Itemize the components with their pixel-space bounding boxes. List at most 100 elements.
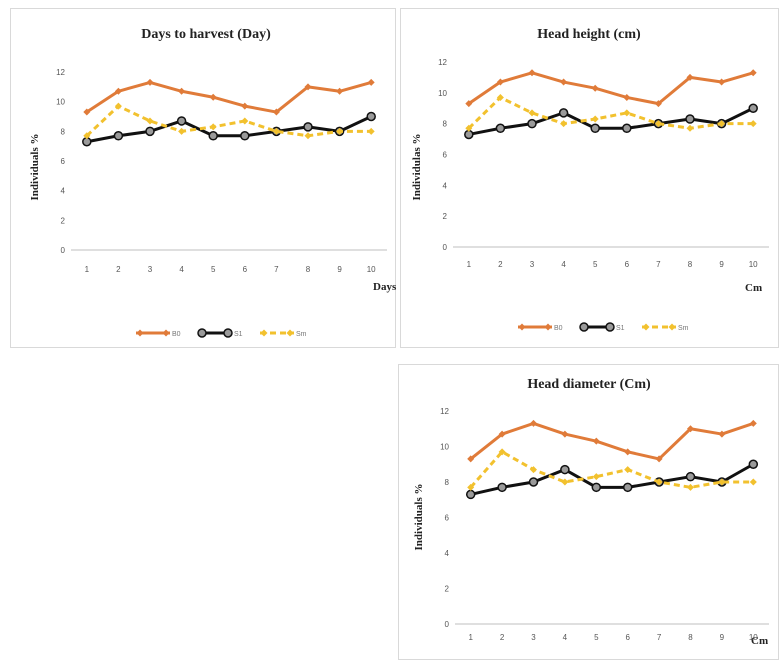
- data-point: [367, 78, 375, 86]
- y-tick-label: 8: [445, 478, 450, 487]
- x-tick-label: 7: [656, 260, 661, 269]
- y-tick-label: 10: [56, 98, 65, 107]
- series-line: [469, 450, 754, 489]
- data-point: [467, 483, 475, 491]
- x-tick-label: 1: [85, 265, 90, 274]
- x-tick-label: 5: [593, 260, 598, 269]
- x-tick-label: 8: [688, 633, 693, 642]
- data-point: [114, 87, 122, 95]
- data-point: [560, 464, 570, 475]
- x-tick-label: 9: [720, 633, 725, 642]
- data-point: [497, 482, 507, 493]
- legend-item: Sm: [260, 329, 307, 338]
- x-tick-label: 7: [274, 265, 279, 274]
- data-point: [642, 323, 650, 331]
- data-point: [303, 122, 313, 132]
- y-tick-label: 2: [443, 212, 448, 221]
- series-line: [85, 104, 372, 138]
- data-point: [530, 419, 537, 427]
- x-axis-label: Cm: [745, 282, 762, 294]
- data-point: [718, 78, 726, 86]
- data-point: [178, 127, 186, 135]
- x-tick-label: 4: [561, 260, 566, 269]
- data-point: [624, 448, 632, 456]
- data-point: [272, 108, 280, 116]
- x-tick-label: 1: [468, 633, 473, 642]
- y-tick-label: 6: [61, 157, 66, 166]
- y-axis-label: Individuals %: [29, 134, 41, 201]
- series-b0: [467, 419, 757, 463]
- x-axis-label: Days: [373, 281, 397, 293]
- data-point: [136, 329, 144, 337]
- data-point: [336, 127, 344, 135]
- data-point: [114, 102, 122, 110]
- data-point: [591, 482, 602, 493]
- y-axis-label: Individuals %: [413, 484, 425, 551]
- legend-item: B0: [136, 329, 181, 338]
- y-tick-label: 4: [445, 549, 450, 558]
- data-point: [718, 430, 726, 438]
- data-point: [560, 78, 568, 86]
- series-line: [467, 71, 754, 106]
- data-point: [241, 117, 249, 125]
- data-point: [592, 473, 600, 481]
- data-point: [528, 477, 539, 487]
- data-point: [687, 425, 694, 433]
- data-point: [749, 419, 757, 427]
- chart-title: Days to harvest (Day): [141, 27, 271, 42]
- data-point: [623, 109, 631, 117]
- data-point: [146, 117, 154, 125]
- data-point: [591, 84, 599, 92]
- data-point: [528, 69, 536, 77]
- chart-panel-head-diameter: Head diameter (Cm) Individuals % Cm 0 2 4 6…: [398, 364, 779, 660]
- x-tick-label: 9: [337, 265, 342, 274]
- legend-label: S1: [234, 331, 243, 338]
- data-point: [498, 448, 506, 456]
- legend-label: B0: [172, 331, 181, 338]
- data-point: [668, 323, 676, 331]
- y-tick-label: 2: [61, 216, 66, 225]
- data-point: [654, 100, 662, 108]
- data-point: [624, 466, 632, 474]
- data-point: [367, 127, 375, 135]
- series-line: [85, 80, 372, 114]
- data-point: [560, 120, 568, 128]
- data-point: [336, 87, 344, 95]
- x-tick-label: 1: [467, 260, 472, 269]
- data-point: [209, 93, 217, 101]
- legend-item: S1: [579, 322, 625, 332]
- data-point: [496, 93, 504, 101]
- x-tick-label: 2: [498, 260, 503, 269]
- legend-label: Sm: [296, 331, 307, 338]
- x-tick-label: 10: [749, 260, 758, 269]
- data-point: [530, 466, 537, 474]
- y-tick-label: 12: [438, 58, 447, 67]
- legend: B0 S1 Sm: [518, 322, 689, 332]
- data-point: [655, 478, 663, 486]
- x-tick-label: 9: [719, 260, 724, 269]
- data-point: [145, 126, 155, 137]
- legend-item: S1: [197, 328, 243, 338]
- x-tick-label: 10: [749, 633, 758, 642]
- y-tick-label: 6: [443, 151, 448, 160]
- data-point: [465, 100, 473, 108]
- chart-title: Head diameter (Cm): [527, 377, 651, 392]
- data-point: [654, 120, 662, 128]
- data-point: [561, 430, 569, 438]
- data-point: [544, 323, 552, 331]
- x-tick-label: 2: [500, 633, 505, 642]
- data-point: [605, 322, 615, 332]
- data-point: [197, 328, 207, 338]
- series-s1: [465, 459, 759, 500]
- series-line: [468, 106, 754, 136]
- y-tick-label: 12: [56, 68, 65, 77]
- series-line: [467, 95, 754, 130]
- data-point: [146, 78, 154, 86]
- data-point: [687, 483, 694, 491]
- data-point: [366, 111, 376, 122]
- series-b0: [83, 78, 375, 116]
- data-point: [685, 114, 695, 124]
- data-point: [718, 478, 726, 486]
- series-s1: [82, 111, 376, 147]
- x-tick-label: 6: [625, 633, 630, 642]
